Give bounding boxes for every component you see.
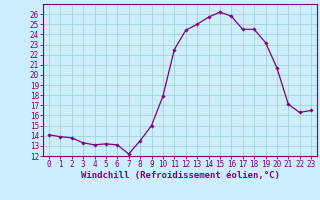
X-axis label: Windchill (Refroidissement éolien,°C): Windchill (Refroidissement éolien,°C) (81, 171, 279, 180)
